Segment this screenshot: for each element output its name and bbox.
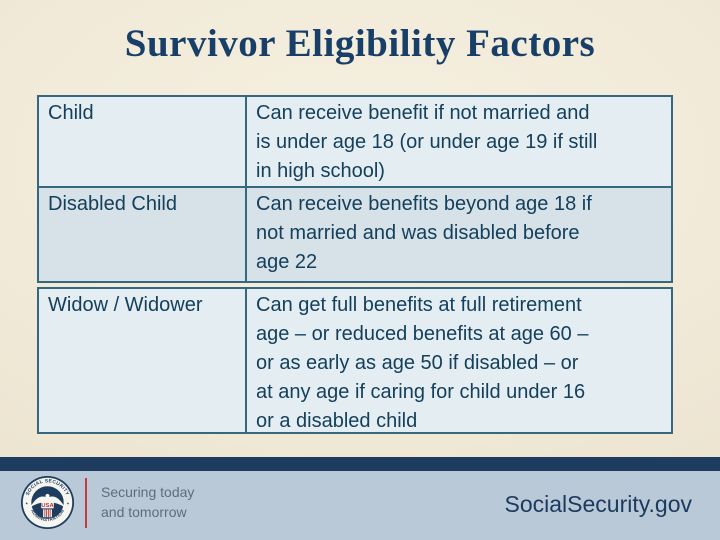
description-cell: Can receive benefit if not married and i… (256, 102, 598, 182)
tagline: Securing today and tomorrow (101, 482, 194, 522)
tagline-line1: Securing today (101, 484, 195, 500)
description-cell: Can get full benefits at full retirement… (256, 294, 589, 432)
factor-cell: Widow / Widower (39, 289, 247, 432)
eligibility-table-upper: Child Can receive benefit if not married… (37, 95, 673, 283)
site-url-text: SocialSecurity.gov (504, 491, 693, 517)
factor-cell: Child (39, 97, 247, 186)
seal-star-right-icon: ★ (66, 501, 69, 505)
table-row: Widow / Widower Can get full benefits at… (39, 289, 671, 432)
seal-usa-text: USA (41, 503, 54, 509)
ssa-seal-icon: SOCIAL SECURITY ADMINISTRATION ★ ★ USA (20, 475, 75, 530)
footer-divider-line (85, 478, 87, 528)
eligibility-table-lower: Widow / Widower Can get full benefits at… (37, 287, 673, 434)
page-title: Survivor Eligibility Factors (124, 22, 596, 65)
eagle-icon: USA (30, 493, 65, 518)
seal-star-left-icon: ★ (25, 501, 28, 505)
tagline-line2: and tomorrow (101, 504, 187, 520)
table-row: Disabled Child Can receive benefits beyo… (39, 186, 671, 281)
footer-accent-stripe (0, 457, 720, 471)
description-cell: Can receive benefits beyond age 18 if no… (256, 193, 592, 273)
table-row: Child Can receive benefit if not married… (39, 97, 671, 186)
factor-cell: Disabled Child (39, 188, 247, 281)
footer: SOCIAL SECURITY ADMINISTRATION ★ ★ USA S… (0, 471, 720, 540)
